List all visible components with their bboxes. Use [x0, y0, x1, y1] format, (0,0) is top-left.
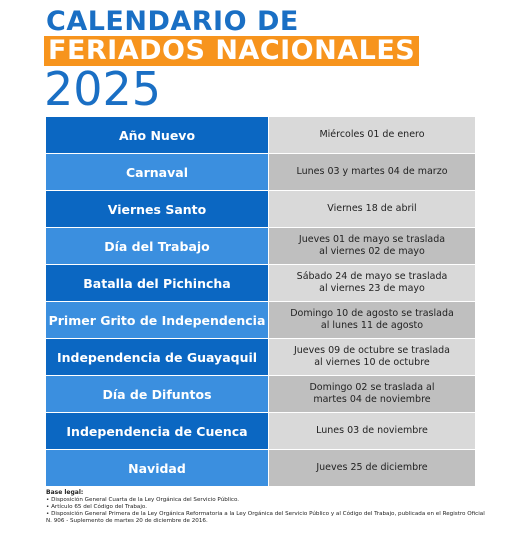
holiday-name: Primer Grito de Independencia — [46, 302, 268, 338]
table-row: Año Nuevo Miércoles 01 de enero — [46, 117, 475, 153]
legal-note: • Disposición General Cuarta de la Ley O… — [46, 497, 240, 503]
holiday-date: Miércoles 01 de enero — [269, 117, 475, 153]
date-line: al viernes 10 de octubre — [314, 357, 430, 368]
table-row: Viernes Santo Viernes 18 de abril — [46, 191, 475, 227]
holiday-name: Día del Trabajo — [46, 228, 268, 264]
date-line: Lunes 03 de noviembre — [316, 425, 428, 436]
holiday-date: Domingo 10 de agosto se traslada al lunes… — [269, 302, 475, 338]
date-line: Jueves 01 de mayo se traslada — [298, 234, 446, 245]
table-row: Independencia de Guayaquil Jueves 09 de o… — [46, 339, 475, 375]
date-line: al lunes 11 de agosto — [320, 320, 424, 331]
holiday-date: Jueves 25 de diciembre — [269, 450, 475, 486]
legal-footer: Base legal: • Disposición General Cuarta… — [46, 489, 486, 525]
footer-title: Base legal: — [46, 489, 84, 496]
table-row: Día del Trabajo Jueves 01 de mayo se tras… — [46, 228, 475, 264]
table-row: Día de Difuntos Domingo 02 se traslada al… — [46, 376, 475, 412]
holiday-name: Carnaval — [46, 154, 268, 190]
date-line: martes 04 de noviembre — [313, 394, 431, 405]
holiday-name: Día de Difuntos — [46, 376, 268, 412]
table-row: Carnaval Lunes 03 y martes 04 de marzo — [46, 154, 475, 190]
table-row: Navidad Jueves 25 de diciembre — [46, 450, 475, 486]
holiday-name: Independencia de Guayaquil — [46, 339, 268, 375]
holiday-date: Domingo 02 se traslada al martes 04 de no… — [269, 376, 475, 412]
holiday-name: Navidad — [46, 450, 268, 486]
date-line: al viernes 23 de mayo — [319, 283, 425, 294]
holiday-name: Independencia de Cuenca — [46, 413, 268, 449]
holiday-date: Jueves 01 de mayo se traslada al viernes … — [269, 228, 475, 264]
holiday-date: Jueves 09 de octubre se traslada al viern… — [269, 339, 475, 375]
date-line: Domingo 10 de agosto se traslada — [290, 308, 454, 319]
table-row: Primer Grito de Independencia Domingo 10 … — [46, 302, 475, 338]
date-line: Viernes 18 de abril — [327, 203, 417, 214]
holiday-date: Viernes 18 de abril — [269, 191, 475, 227]
table-row: Batalla del Pichincha Sábado 24 de mayo s… — [46, 265, 475, 301]
title-year: 2025 — [44, 62, 162, 116]
holiday-name: Viernes Santo — [46, 191, 268, 227]
date-line: Jueves 09 de octubre se traslada — [293, 345, 450, 356]
title-line: CALENDARIO DE — [46, 6, 299, 37]
holiday-name: Año Nuevo — [46, 117, 268, 153]
date-line: Miércoles 01 de enero — [319, 129, 425, 140]
date-line: Domingo 02 se traslada al — [309, 382, 435, 393]
date-line: Lunes 03 y martes 04 de marzo — [296, 166, 448, 177]
holiday-date: Lunes 03 de noviembre — [269, 413, 475, 449]
holiday-date: Lunes 03 y martes 04 de marzo — [269, 154, 475, 190]
holiday-table: Año Nuevo Miércoles 01 de enero Carnaval Lu… — [46, 117, 475, 487]
date-line: Sábado 24 de mayo se traslada — [296, 271, 448, 282]
legal-note: • Artículo 65 del Código del Trabajo. — [46, 504, 148, 510]
holiday-date: Sábado 24 de mayo se traslada al viernes … — [269, 265, 475, 301]
date-line: al viernes 02 de mayo — [319, 246, 425, 257]
legal-note: • Disposición General Primera de la Ley … — [46, 511, 485, 524]
table-row: Independencia de Cuenca Lunes 03 de novie… — [46, 413, 475, 449]
date-line: Jueves 25 de diciembre — [316, 462, 428, 473]
holiday-name: Batalla del Pichincha — [46, 265, 268, 301]
title-highlight: FERIADOS NACIONALES — [44, 36, 420, 66]
